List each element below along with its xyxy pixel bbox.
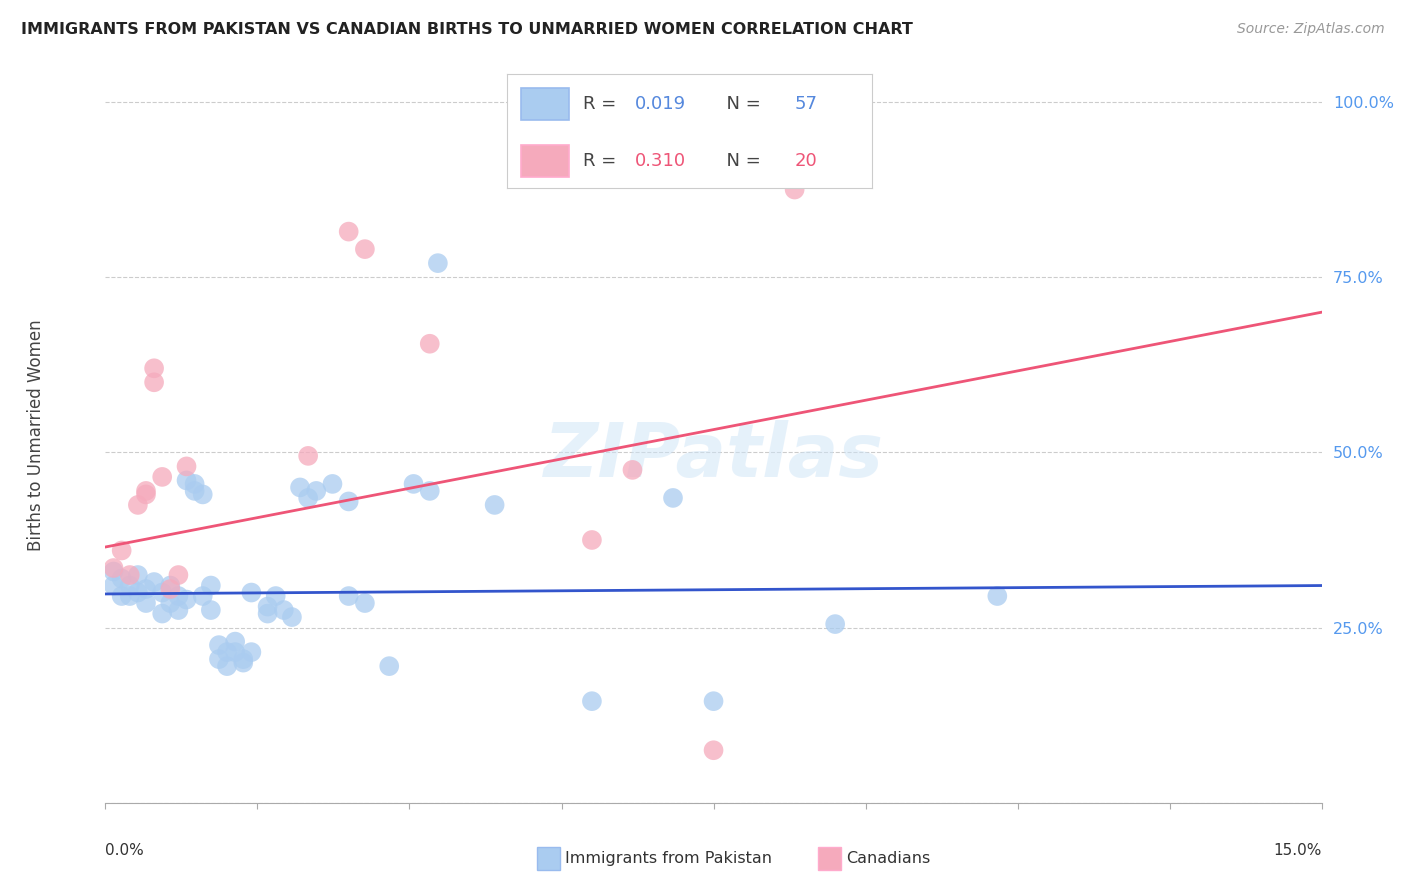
Point (118, 589, 141, 603)
Point (150, 470, 173, 484)
Point (200, 578, 222, 592)
Point (127, 498, 149, 512)
Point (378, 659, 401, 673)
Point (183, 477, 205, 491)
Point (103, 561, 125, 575)
Point (111, 572, 134, 586)
Point (297, 449, 319, 463)
Point (118, 578, 141, 592)
Point (702, 743, 725, 757)
Point (176, 592, 198, 607)
Text: IMMIGRANTS FROM PAKISTAN VS CANADIAN BIRTHS TO UNMARRIED WOMEN CORRELATION CHART: IMMIGRANTS FROM PAKISTAN VS CANADIAN BIR… (21, 22, 912, 37)
Point (273, 603, 295, 617)
Text: Source: ZipAtlas.com: Source: ZipAtlas.com (1237, 22, 1385, 37)
Point (150, 585, 173, 599)
Point (662, 491, 685, 505)
Point (183, 483, 205, 498)
Text: 15.0%: 15.0% (1274, 843, 1322, 858)
Bar (818, 847, 841, 870)
Point (256, 599, 278, 614)
Point (484, 498, 506, 512)
Point (176, 474, 198, 488)
Point (159, 578, 181, 592)
Point (103, 565, 125, 579)
Point (426, 256, 449, 270)
Point (337, 494, 360, 508)
Point (224, 645, 246, 659)
Point (581, 533, 603, 547)
Point (337, 225, 360, 239)
Point (264, 589, 287, 603)
Point (143, 575, 166, 590)
Point (143, 376, 166, 390)
Point (167, 568, 190, 582)
Point (135, 483, 157, 498)
Point (354, 242, 377, 256)
Point (103, 578, 125, 592)
Point (232, 656, 254, 670)
Point (337, 589, 360, 603)
Point (217, 645, 239, 659)
Point (118, 568, 141, 582)
Text: Immigrants from Pakistan: Immigrants from Pakistan (565, 852, 772, 866)
Point (824, 617, 846, 632)
Point (135, 596, 157, 610)
Point (783, 183, 806, 197)
Point (256, 607, 278, 621)
Point (208, 652, 231, 666)
Point (143, 361, 166, 376)
Point (419, 483, 441, 498)
Point (159, 596, 181, 610)
Point (176, 459, 198, 474)
Point (135, 582, 157, 596)
Point (135, 487, 157, 501)
Point (297, 491, 319, 505)
Point (111, 543, 134, 558)
Text: ZIPatlas: ZIPatlas (544, 420, 883, 493)
Point (354, 596, 377, 610)
Point (150, 607, 173, 621)
Text: 0.0%: 0.0% (105, 843, 145, 858)
Point (305, 483, 328, 498)
Point (200, 603, 222, 617)
Bar (537, 847, 560, 870)
Point (217, 659, 239, 673)
Point (191, 589, 214, 603)
Point (581, 694, 603, 708)
Point (224, 634, 246, 648)
Point (288, 480, 311, 494)
Point (111, 589, 134, 603)
Point (159, 582, 181, 596)
Y-axis label: Births to Unmarried Women: Births to Unmarried Women (27, 319, 45, 550)
Point (281, 610, 304, 624)
Point (167, 589, 190, 603)
Point (167, 603, 190, 617)
Point (702, 694, 725, 708)
Point (986, 589, 1008, 603)
Point (402, 477, 425, 491)
Point (621, 463, 644, 477)
Point (127, 585, 149, 599)
Point (321, 477, 343, 491)
Point (419, 336, 441, 351)
Point (240, 585, 263, 599)
Text: Canadians: Canadians (846, 852, 931, 866)
Point (208, 638, 231, 652)
Point (232, 652, 254, 666)
Point (191, 487, 214, 501)
Point (127, 568, 149, 582)
Point (240, 645, 263, 659)
